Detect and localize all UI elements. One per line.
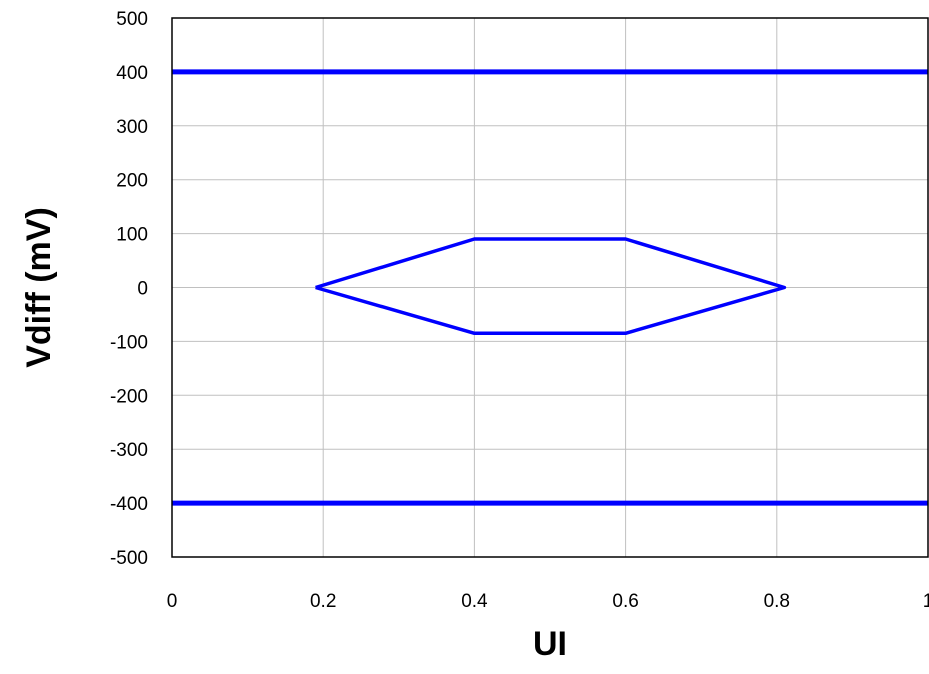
x-tick-label: 0 (167, 591, 178, 612)
plot-area-frame (171, 17, 929, 558)
y-tick-labels: 500 400 300 200 100 0 -100 -200 -300 -400 -500 (110, 9, 148, 569)
y-tick-label: -500 (110, 548, 148, 569)
x-axis-title: UI (533, 625, 567, 663)
x-tick-label: 0.4 (461, 591, 488, 612)
y-tick-label: 500 (116, 9, 148, 30)
x-tick-label: 0.2 (310, 591, 336, 612)
y-tick-label: -300 (110, 440, 148, 461)
y-tick-label: 300 (116, 117, 148, 138)
y-tick-label: 100 (116, 225, 148, 246)
y-tick-label: 400 (116, 63, 148, 84)
x-tick-label: 0.6 (612, 591, 638, 612)
y-tick-label: 200 (116, 171, 148, 192)
series-line-2 (315, 237, 787, 336)
y-tick-label: -200 (110, 386, 148, 407)
x-tick-label: 1 (923, 591, 929, 612)
series-layer (172, 69, 928, 506)
y-tick-label: -100 (110, 332, 148, 353)
x-tick-labels: 0 0.2 0.4 0.6 0.8 1 (167, 591, 929, 612)
y-tick-label: -400 (110, 494, 148, 515)
grid-lines (171, 17, 929, 558)
y-axis-title: Vdiff (mV) (20, 207, 58, 368)
y-tick-label: 0 (137, 279, 148, 300)
x-tick-label: 0.8 (764, 591, 790, 612)
